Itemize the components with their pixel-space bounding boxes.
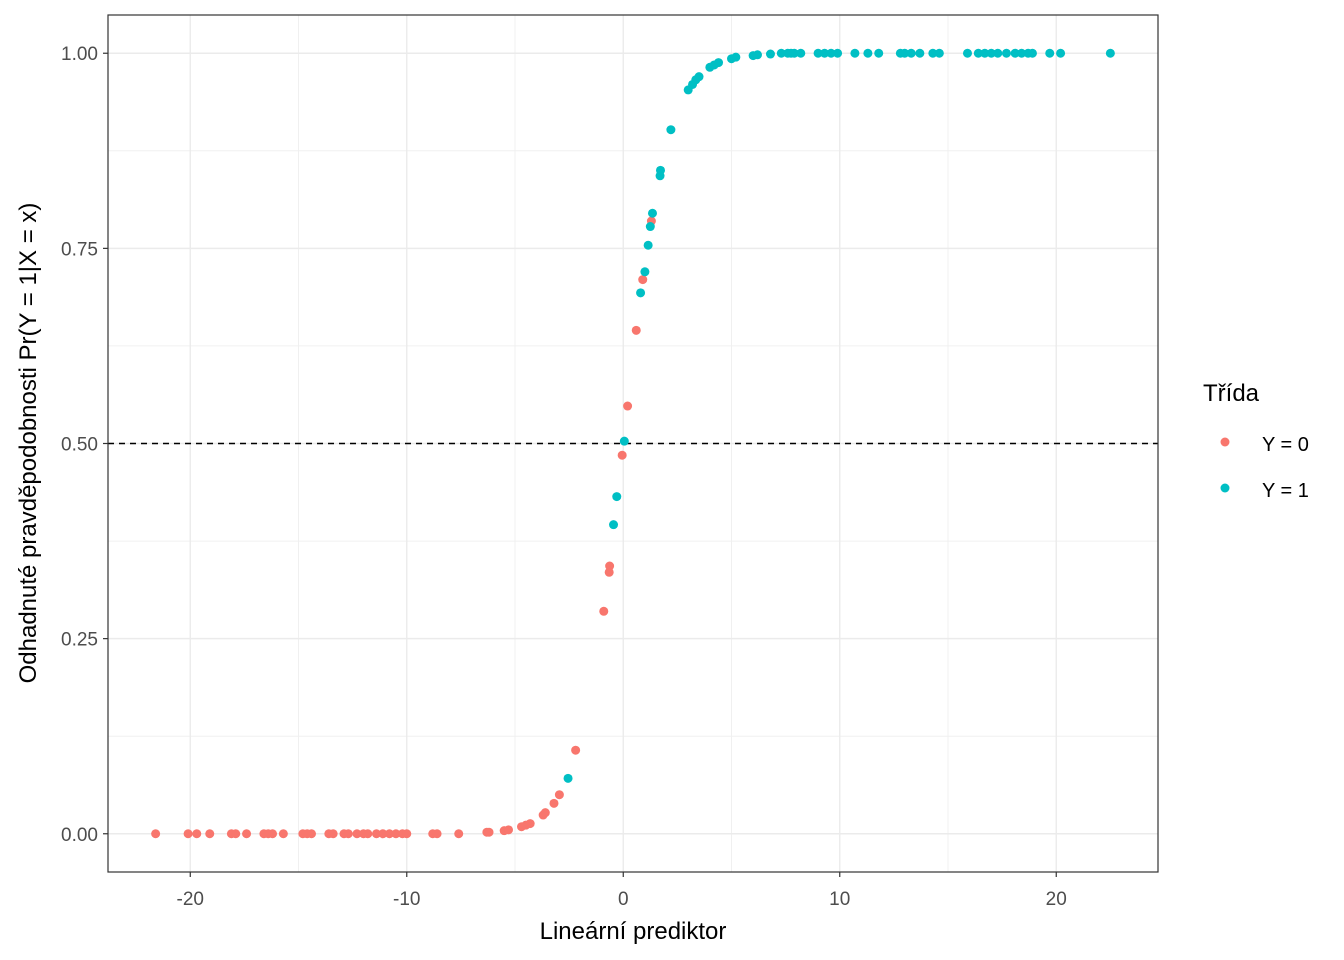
point-y1	[789, 48, 799, 58]
point-y1	[640, 267, 650, 277]
y-tick-label: 0.50	[61, 435, 98, 456]
x-tick-label: 10	[829, 889, 850, 910]
point-y1	[962, 48, 972, 58]
legend-title: Třída	[1203, 380, 1260, 407]
point-y1	[619, 436, 629, 446]
y-tick-label: 0.75	[61, 239, 98, 260]
point-y1	[796, 48, 806, 58]
x-tick-label: -10	[393, 889, 420, 910]
point-y1	[906, 48, 916, 58]
point-y1	[645, 222, 655, 232]
point-y0	[192, 829, 202, 839]
y-tick-label: 0.25	[61, 630, 98, 651]
point-y0	[384, 829, 394, 839]
point-y0	[268, 829, 278, 839]
legend-key-y1	[1220, 483, 1230, 493]
point-y1	[826, 48, 836, 58]
y-tick-label: 1.00	[61, 44, 98, 65]
point-y1	[986, 48, 996, 58]
point-y0	[391, 829, 401, 839]
point-y1	[973, 48, 983, 58]
legend: Třída Y = 0 Y = 1	[1203, 380, 1309, 502]
point-y1	[643, 240, 653, 250]
point-y1	[1056, 48, 1066, 58]
point-y0	[554, 790, 564, 800]
point-y1	[666, 125, 676, 135]
point-y1	[694, 72, 704, 82]
point-y1	[765, 49, 775, 59]
legend-key-y0	[1220, 437, 1230, 447]
point-y0	[599, 606, 609, 616]
point-y0	[205, 829, 215, 839]
x-axis-label: Lineární prediktor	[540, 918, 727, 945]
point-y1	[934, 48, 944, 58]
x-tick-label: 0	[618, 889, 629, 910]
point-y1	[636, 288, 646, 298]
point-y0	[525, 819, 535, 829]
point-y1	[833, 48, 843, 58]
point-y1	[928, 48, 938, 58]
point-y1	[1105, 48, 1115, 58]
point-y0	[454, 829, 464, 839]
point-y0	[504, 825, 514, 835]
point-y1	[612, 492, 622, 502]
point-y0	[378, 829, 388, 839]
point-y0	[605, 561, 615, 571]
legend-label-y1: Y = 1	[1262, 480, 1309, 502]
point-y0	[371, 829, 381, 839]
point-y1	[714, 58, 724, 68]
point-y0	[623, 401, 633, 411]
point-y0	[484, 827, 494, 837]
axes: -20 -10 0 10 20 0.00 0.25 0.50 0.75 1.00	[61, 44, 1067, 910]
point-y0	[363, 829, 373, 839]
point-y1	[863, 48, 873, 58]
point-y1	[993, 48, 1003, 58]
point-y1	[1017, 48, 1027, 58]
point-y0	[242, 829, 252, 839]
point-y1	[980, 48, 990, 58]
point-y1	[731, 52, 741, 62]
point-y1	[900, 48, 910, 58]
point-y1	[850, 48, 860, 58]
point-y0	[278, 829, 288, 839]
point-y0	[328, 829, 338, 839]
point-y1	[874, 48, 884, 58]
point-y1	[647, 208, 657, 218]
point-y0	[432, 829, 442, 839]
point-y1	[915, 48, 925, 58]
point-y1	[776, 48, 786, 58]
point-y0	[151, 829, 161, 839]
point-y0	[631, 325, 641, 335]
point-y1	[1001, 48, 1011, 58]
x-tick-label: 20	[1046, 889, 1067, 910]
point-y1	[752, 50, 762, 60]
point-y0	[183, 829, 193, 839]
point-y1	[813, 48, 823, 58]
data-points	[151, 48, 1115, 839]
x-tick-label: -20	[177, 889, 204, 910]
y-tick-label: 0.00	[61, 825, 98, 846]
point-y1	[1045, 48, 1055, 58]
point-y1	[609, 520, 619, 530]
point-y0	[571, 745, 581, 755]
point-y0	[549, 798, 559, 808]
point-y0	[617, 450, 627, 460]
point-y0	[307, 829, 317, 839]
point-y0	[638, 275, 648, 285]
point-y0	[343, 829, 353, 839]
y-axis-label: Odhadnuté pravděpodobnosti Pr(Y = 1|X = …	[15, 203, 42, 684]
point-y0	[352, 829, 362, 839]
point-y0	[540, 808, 550, 818]
point-y1	[563, 773, 573, 783]
point-y1	[1010, 48, 1020, 58]
point-y0	[402, 829, 412, 839]
point-y0	[231, 829, 241, 839]
legend-label-y0: Y = 0	[1262, 434, 1309, 456]
point-y1	[655, 165, 665, 175]
point-y1	[820, 48, 830, 58]
point-y1	[1027, 48, 1037, 58]
